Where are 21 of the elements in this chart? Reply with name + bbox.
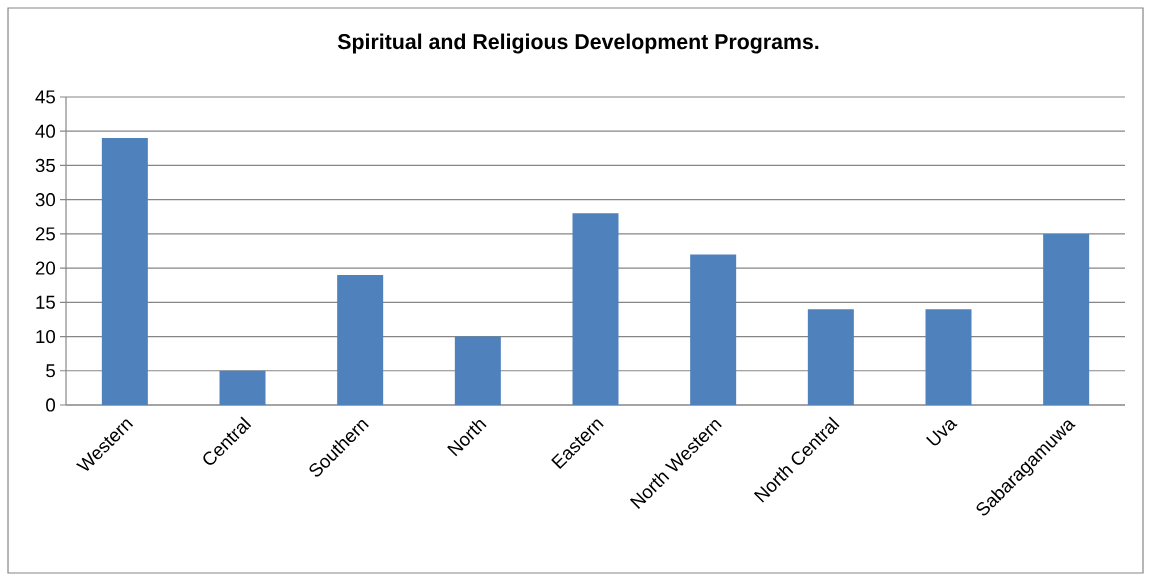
y-tick-label: 25 xyxy=(35,227,55,241)
y-tick-label: 0 xyxy=(46,398,56,412)
bar xyxy=(1043,233,1090,405)
bar xyxy=(101,138,148,405)
y-tick-label: 40 xyxy=(35,124,56,138)
bar xyxy=(572,213,619,405)
y-tick-label: 5 xyxy=(46,364,55,378)
bar xyxy=(807,309,854,405)
chart-title: Spiritual and Religious Development Programs. xyxy=(337,33,819,54)
y-tick-label: 30 xyxy=(35,193,56,207)
y-tick-label: 45 xyxy=(35,90,55,104)
bar xyxy=(219,370,266,405)
bar xyxy=(454,336,501,405)
y-tick-label: 35 xyxy=(35,158,55,173)
bar xyxy=(925,309,972,405)
bar xyxy=(337,274,384,405)
y-tick-label: 20 xyxy=(35,261,56,275)
bar xyxy=(690,254,737,405)
y-tick-label: 15 xyxy=(36,295,55,309)
y-tick-label: 10 xyxy=(36,329,56,344)
x-tick-label: Uva xyxy=(926,419,958,446)
